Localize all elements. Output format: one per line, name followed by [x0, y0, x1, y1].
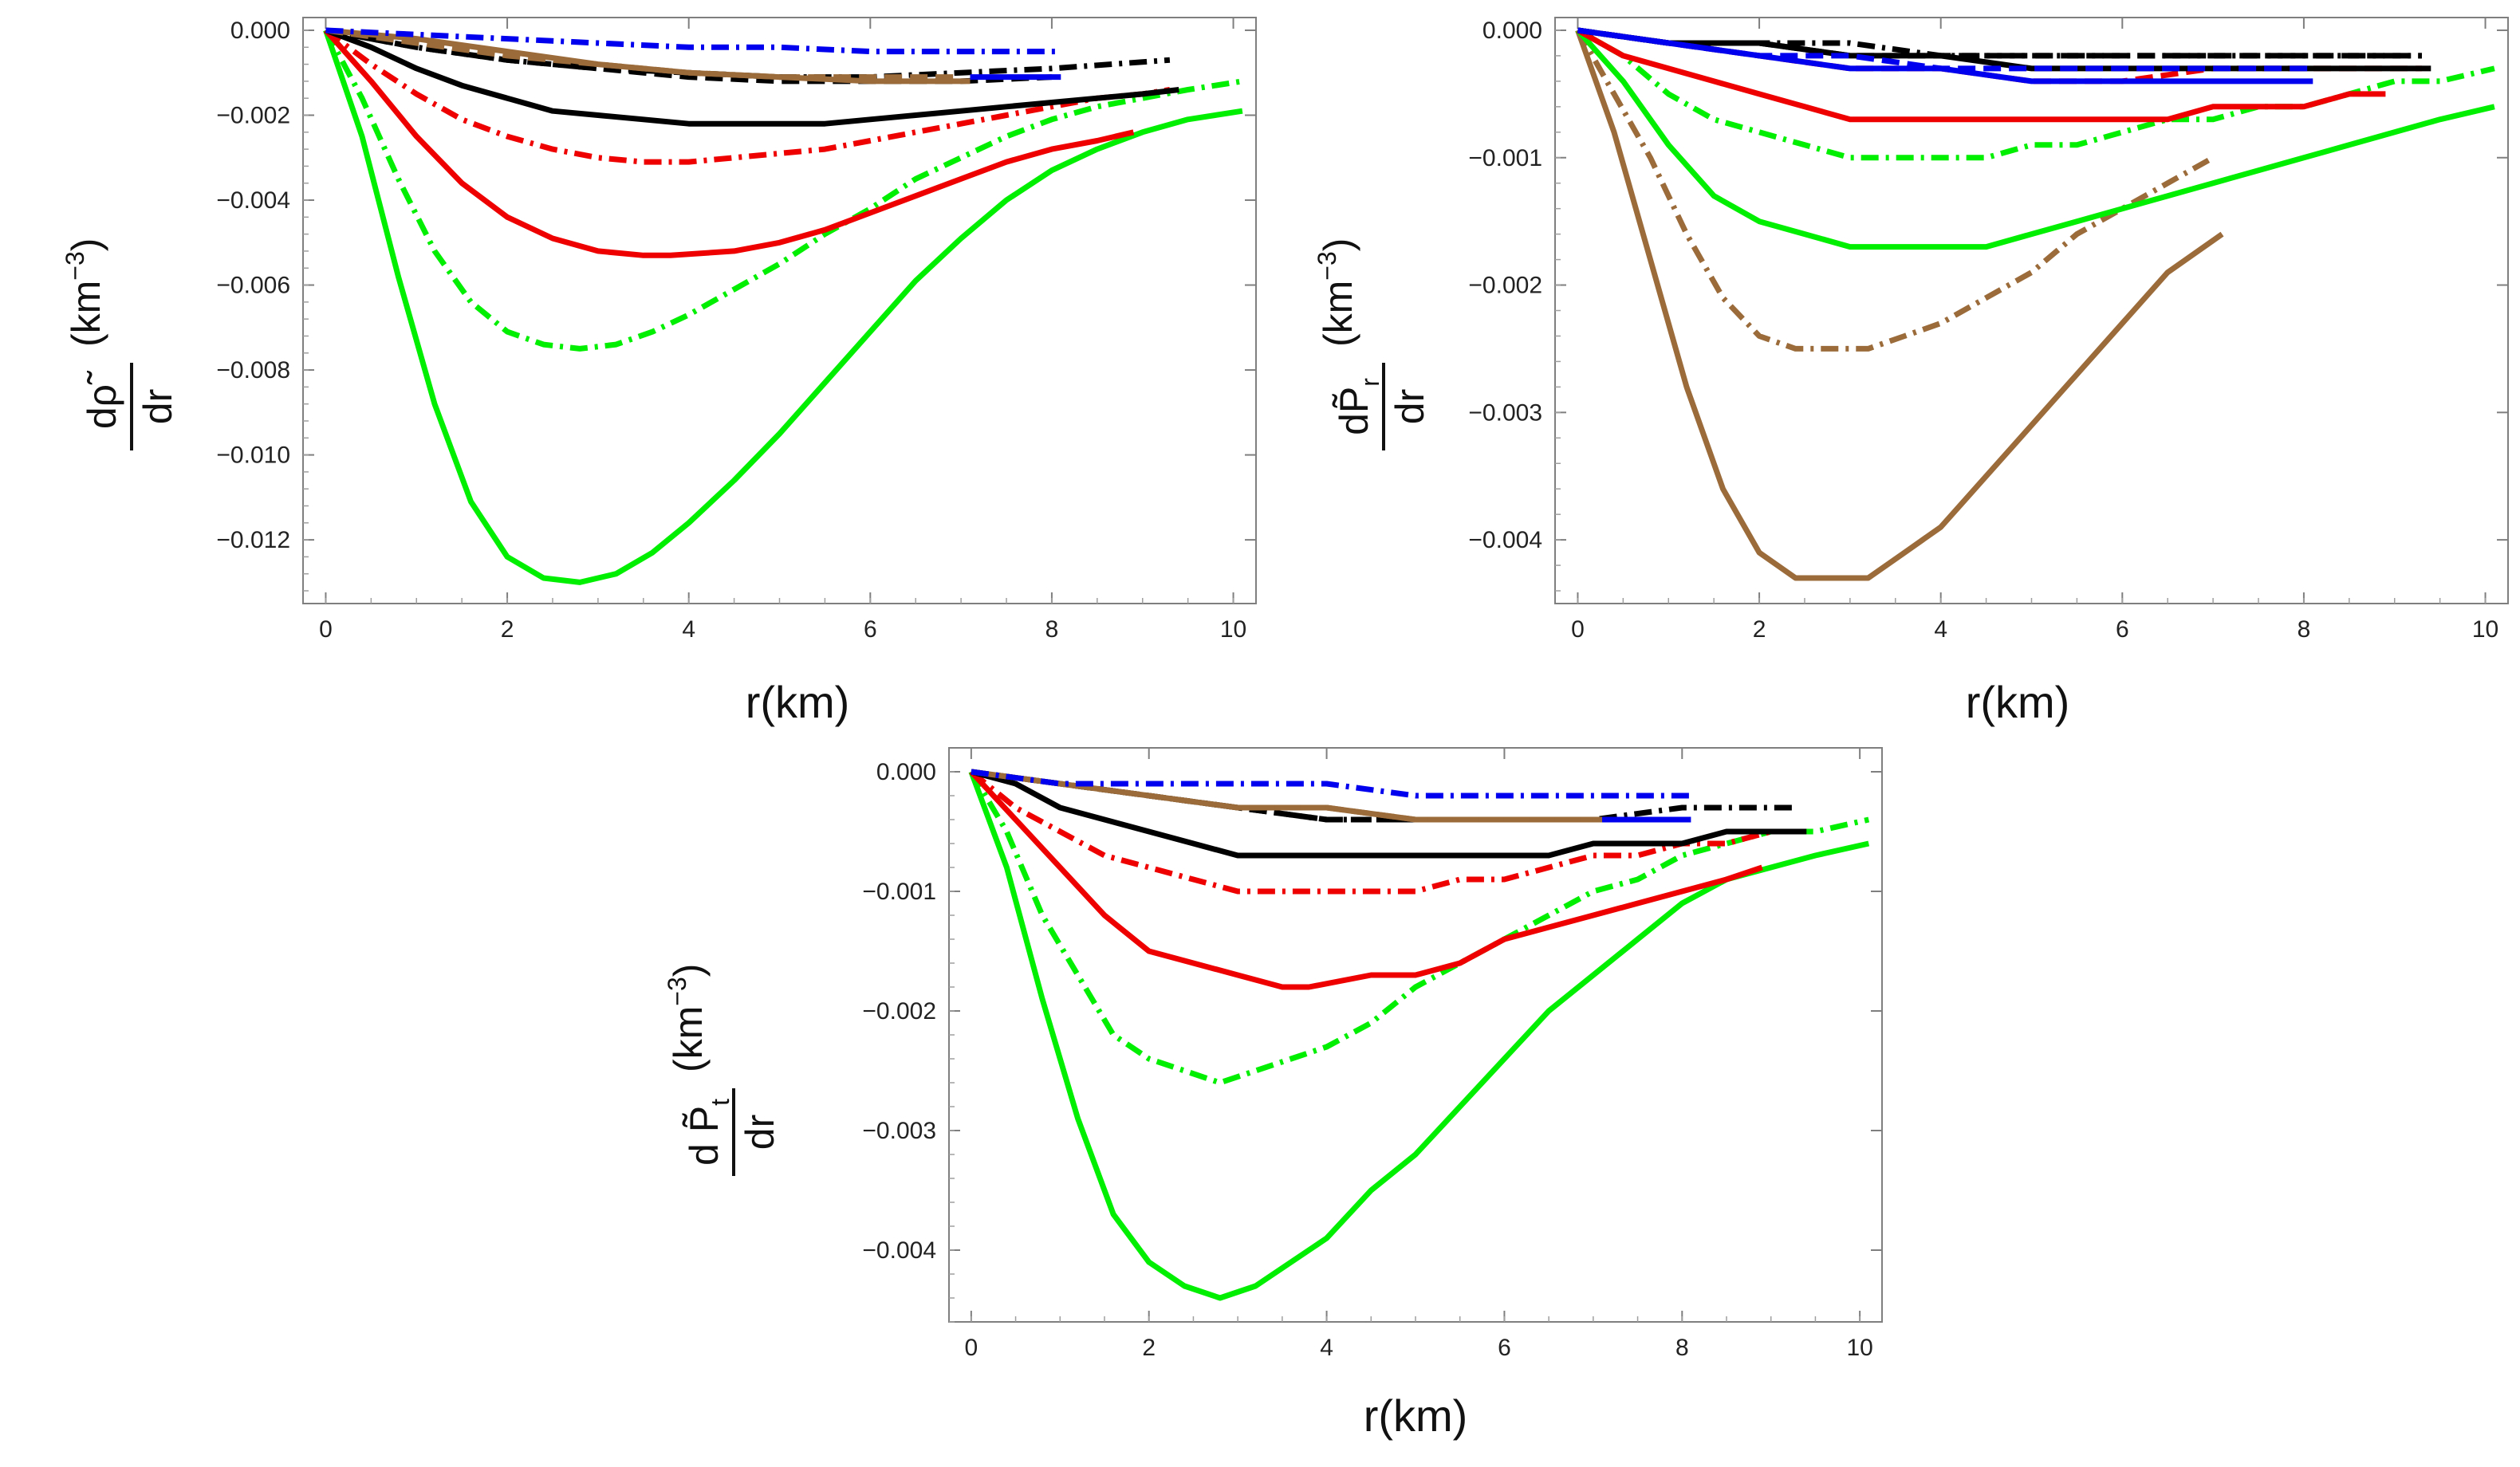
chart-3-series-2-line — [968, 770, 1870, 1086]
chart-3-y-label-unit-close: ) — [666, 964, 711, 977]
chart-1-x-tick-label: 0 — [319, 616, 333, 643]
chart-2-y-tick-label: −0.001 — [1468, 145, 1542, 171]
chart-1-y-tick-label: −0.002 — [216, 103, 290, 129]
chart-1-series-2-line — [323, 29, 1243, 352]
chart-3-x-tick-label: 10 — [1846, 1335, 1872, 1361]
chart-1-y-tick-label: −0.012 — [216, 527, 290, 553]
chart-3-x-tick-label: 0 — [965, 1335, 978, 1361]
chart-1-y-label-denominator: dr — [136, 389, 180, 424]
chart-1-series-1-line — [323, 29, 1243, 585]
chart-2-y-tick-label: −0.002 — [1468, 273, 1542, 299]
chart-1-x-axis-title: r(km) — [746, 677, 850, 727]
chart-1-x-tick-label: 2 — [501, 616, 514, 643]
chart-3-series-6-line — [971, 769, 1798, 823]
chart-1-y-tick-label: −0.008 — [216, 357, 290, 383]
chart-1-y-label-unit: (km−3) — [61, 238, 108, 347]
chart-3-y-label-unit-exponent: −3 — [663, 977, 691, 1005]
chart-3-y-label-numerator: d P̃t — [682, 1099, 734, 1166]
chart-3-y-tick-label: −0.004 — [862, 1237, 936, 1264]
chart-3-y-label-numerator-text: d P̃ — [682, 1106, 726, 1166]
chart-1: 0 2 4 6 8 10 0.000 −0.002 −0.004 −0.006 −0.008 −0.0… — [61, 17, 1257, 727]
chart-3-x-tick-label: 4 — [1320, 1335, 1333, 1361]
chart-2-y-tick-label: −0.004 — [1468, 527, 1542, 553]
chart-3-series-11-line — [971, 769, 1691, 799]
chart-2-y-label-denominator: dr — [1388, 389, 1432, 424]
chart-2-x-axis-title: r(km) — [1966, 677, 2070, 727]
chart-2-series-9-line — [1577, 27, 2422, 59]
chart-3-y-tick-label: 0.000 — [876, 759, 936, 785]
chart-2-series-8-line — [1577, 27, 2422, 59]
chart-1-series-4-line — [324, 28, 1171, 165]
chart-2-y-label-unit: (km−3) — [1313, 238, 1360, 347]
chart-2-x-tick-label: 8 — [2298, 616, 2311, 643]
chart-2-y-label-unit-close: ) — [1316, 238, 1360, 252]
chart-2-series-5-line — [1576, 27, 2386, 123]
chart-1-series-5-line — [325, 27, 1179, 127]
chart-2-y-tick-label: −0.003 — [1468, 399, 1542, 426]
chart-2-series-3-line — [1575, 28, 2495, 250]
chart-2-y-label-unit-exponent: −3 — [1313, 251, 1341, 280]
chart-1-y-label-unit-close: ) — [64, 238, 108, 252]
chart-1-x-tick-label: 6 — [864, 616, 877, 643]
chart-1-y-label-unit-exponent: −3 — [61, 251, 89, 280]
chart-3-x-tick-label: 6 — [1498, 1335, 1511, 1361]
chart-2-y-label-subscript: r — [1356, 378, 1384, 387]
chart-3-series-9-line — [971, 769, 1593, 823]
chart-1-y-label-numerator: dρ̃ — [80, 371, 124, 429]
chart-2-x-tick-label: 10 — [2472, 616, 2498, 643]
chart-1-x-tick-label: 10 — [1220, 616, 1246, 643]
chart-2-series-1-line — [1575, 29, 2224, 581]
chart-3-y-label-subscript: t — [706, 1099, 734, 1106]
chart-3-y-label-unit-base: (km — [666, 1006, 711, 1072]
chart-1-y-axis-title: dρ̃ dr (km−3) — [61, 238, 180, 450]
chart-2-y-label-unit-base: (km — [1316, 281, 1360, 347]
chart-2-x-tick-label: 2 — [1753, 616, 1766, 643]
chart-1-y-tick-label: 0.000 — [230, 18, 290, 44]
chart-1-plot-frame — [302, 17, 1257, 604]
chart-1-y-label-numerator-text: dρ̃ — [80, 371, 124, 429]
chart-3-x-tick-label: 8 — [1675, 1335, 1689, 1361]
chart-2-x-tick-label: 6 — [2116, 616, 2129, 643]
chart-1-series-11-line — [325, 27, 1061, 55]
chart-3-series-5-line — [970, 769, 1807, 859]
chart-2: 0 2 4 6 8 100.000−0.001−0.002−0.003−0.004r(km… — [1313, 17, 2509, 727]
chart-1-y-tick-label: −0.006 — [216, 273, 290, 299]
chart-3-y-axis-title: d P̃tdr(km−3) — [663, 964, 782, 1176]
chart-3-y-tick-label: −0.001 — [862, 879, 936, 905]
chart-3-series-1-line — [968, 770, 1870, 1301]
chart-3-x-axis-title: r(km) — [1364, 1390, 1468, 1441]
chart-2-y-label-numerator-text: dP̃ — [1332, 387, 1376, 435]
chart-2-x-tick-label: 0 — [1571, 616, 1585, 643]
chart-1-y-tick-label: −0.010 — [216, 442, 290, 469]
chart-1-y-tick-label: −0.004 — [216, 187, 290, 214]
chart-3-y-tick-label: −0.003 — [862, 1118, 936, 1144]
chart-1-y-label-unit-base: (km — [64, 281, 108, 347]
chart-1-x-tick-label: 8 — [1045, 616, 1059, 643]
chart-2-x-tick-label: 4 — [1934, 616, 1947, 643]
chart-2-y-tick-label: 0.000 — [1482, 18, 1542, 44]
chart-2-y-label-numerator: dP̃r — [1332, 378, 1384, 435]
chart-3-y-label-unit: (km−3) — [663, 964, 711, 1072]
chart-2-series-11-line — [1577, 27, 2313, 72]
chart-3-y-tick-label: −0.002 — [862, 998, 936, 1025]
chart-1-series-3-line — [323, 28, 1135, 258]
chart-3: 0 2 4 6 8 10 0.000 −0.001 −0.002 −0.003 −0.004 r(km… — [663, 747, 1883, 1441]
chart-2-y-axis-title: dP̃rdr (km−3) — [1313, 238, 1432, 450]
chart-3-plot-frame — [948, 747, 1883, 1323]
chart-2-plot-frame — [1554, 17, 2509, 604]
chart-3-x-tick-label: 2 — [1142, 1335, 1156, 1361]
chart-1-series-9-line — [325, 27, 962, 81]
chart-1-x-tick-label: 4 — [682, 616, 695, 643]
chart-2-series-2-line — [1575, 29, 2215, 352]
chart-3-series-3-line — [969, 769, 1763, 990]
chart-3-y-label-denominator: dr — [738, 1115, 782, 1150]
chart-1-series-7-line — [325, 27, 1053, 85]
